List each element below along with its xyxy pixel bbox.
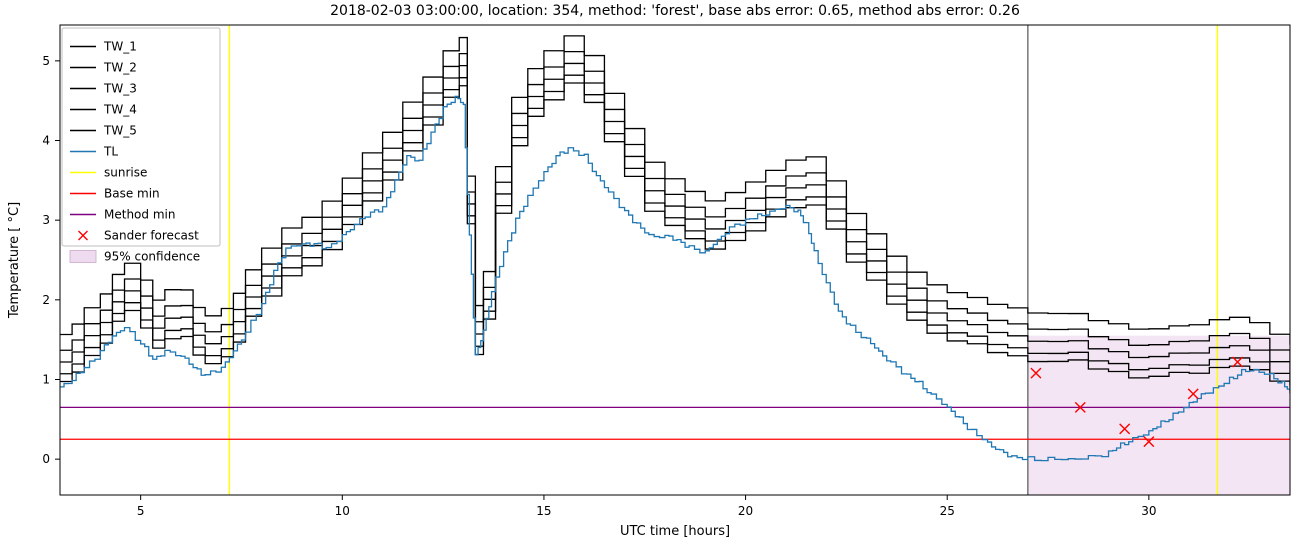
ytick-label: 2	[42, 293, 50, 307]
legend-label: TW_1	[103, 40, 137, 54]
xtick-label: 25	[940, 504, 955, 518]
chart-container: 2018-02-03 03:00:00, location: 354, meth…	[0, 0, 1302, 547]
legend-label: Sander forecast	[104, 229, 199, 243]
xtick-label: 10	[335, 504, 350, 518]
legend-label: Method min	[104, 208, 175, 222]
y-axis-label: Temperature [ °C]	[7, 202, 22, 319]
legend-label: TL	[103, 145, 118, 159]
chart-title: 2018-02-03 03:00:00, location: 354, meth…	[330, 3, 1020, 19]
xtick-label: 5	[137, 504, 145, 518]
legend-label: TW_4	[103, 103, 137, 117]
legend-label: TW_5	[103, 124, 137, 138]
ytick-label: 3	[42, 213, 50, 227]
legend-label: TW_3	[103, 82, 137, 96]
ytick-label: 5	[42, 54, 50, 68]
xtick-label: 30	[1141, 504, 1156, 518]
x-axis-label: UTC time [hours]	[620, 524, 730, 539]
chart-svg: 2018-02-03 03:00:00, location: 354, meth…	[0, 0, 1302, 547]
legend-swatch	[70, 251, 96, 263]
legend-label: Base min	[104, 187, 160, 201]
legend: TW_1 TW_2 TW_3 TW_4 TW_5 TL sunrise Base min Met…	[62, 28, 220, 264]
xtick-label: 15	[536, 504, 551, 518]
ytick-label: 1	[42, 372, 50, 386]
legend-label: sunrise	[104, 166, 147, 180]
xtick-label: 20	[738, 504, 753, 518]
ytick-label: 0	[42, 452, 50, 466]
confidence-band	[1028, 336, 1290, 495]
legend-label: 95% confidence	[104, 250, 200, 264]
legend-label: TW_2	[103, 61, 137, 75]
ytick-label: 4	[42, 134, 50, 148]
